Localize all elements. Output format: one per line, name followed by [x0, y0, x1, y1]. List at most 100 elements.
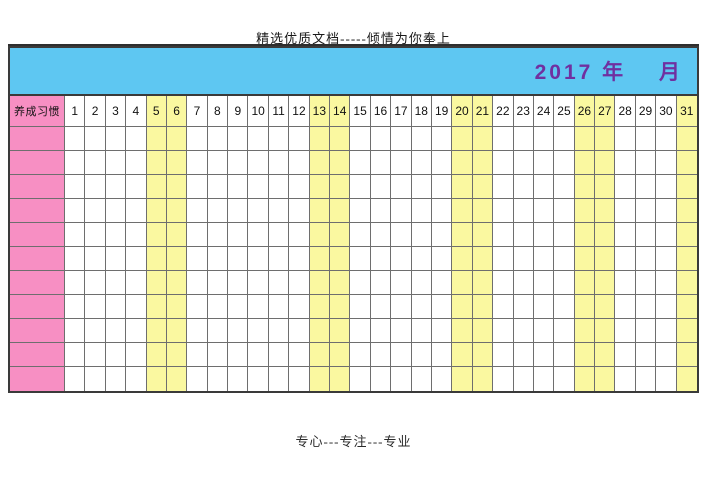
habit-cell[interactable] — [411, 127, 432, 151]
habit-cell[interactable] — [248, 127, 269, 151]
habit-cell[interactable] — [615, 247, 636, 271]
habit-cell[interactable] — [676, 175, 697, 199]
habit-cell[interactable] — [187, 175, 208, 199]
habit-cell[interactable] — [228, 343, 249, 367]
habit-cell[interactable] — [452, 295, 473, 319]
habit-cell[interactable] — [574, 175, 596, 199]
habit-cell[interactable] — [166, 343, 188, 367]
habit-cell[interactable] — [370, 271, 392, 295]
habit-cell[interactable] — [105, 295, 127, 319]
habit-cell[interactable] — [85, 319, 106, 343]
habit-cell[interactable] — [105, 319, 127, 343]
habit-cell[interactable] — [268, 127, 290, 151]
habit-cell[interactable] — [309, 319, 331, 343]
habit-cell[interactable] — [391, 127, 412, 151]
habit-cell[interactable] — [207, 223, 229, 247]
habit-cell[interactable] — [330, 271, 351, 295]
habit-cell[interactable] — [635, 319, 657, 343]
habit-cell[interactable] — [105, 271, 127, 295]
habit-cell[interactable] — [595, 223, 616, 247]
habit-cell[interactable] — [309, 151, 331, 175]
habit-cell[interactable] — [391, 367, 412, 391]
habit-cell[interactable] — [309, 175, 331, 199]
habit-cell[interactable] — [513, 247, 534, 271]
habit-cell[interactable] — [472, 127, 494, 151]
habit-cell[interactable] — [615, 367, 636, 391]
habit-cell[interactable] — [513, 151, 534, 175]
habit-cell[interactable] — [187, 343, 208, 367]
habit-cell[interactable] — [431, 247, 453, 271]
habit-cell[interactable] — [207, 271, 229, 295]
habit-cell[interactable] — [350, 367, 371, 391]
habit-cell[interactable] — [533, 175, 555, 199]
habit-cell[interactable] — [228, 247, 249, 271]
habit-cell[interactable] — [228, 127, 249, 151]
habit-cell[interactable] — [452, 343, 473, 367]
habit-cell[interactable] — [574, 151, 596, 175]
habit-cell[interactable] — [595, 175, 616, 199]
habit-cell[interactable] — [166, 271, 188, 295]
habit-cell[interactable] — [370, 367, 392, 391]
habit-cell[interactable] — [309, 247, 331, 271]
habit-cell[interactable] — [65, 223, 86, 247]
habit-cell[interactable] — [370, 319, 392, 343]
habit-cell[interactable] — [472, 367, 494, 391]
habit-cell[interactable] — [350, 319, 371, 343]
habit-cell[interactable] — [452, 175, 473, 199]
habit-cell[interactable] — [554, 367, 575, 391]
habit-cell[interactable] — [126, 199, 147, 223]
habit-cell[interactable] — [309, 343, 331, 367]
habit-cell[interactable] — [676, 295, 697, 319]
habit-cell[interactable] — [350, 127, 371, 151]
habit-cell[interactable] — [513, 271, 534, 295]
habit-cell[interactable] — [228, 151, 249, 175]
habit-cell[interactable] — [656, 295, 677, 319]
habit-cell[interactable] — [411, 223, 432, 247]
habit-cell[interactable] — [187, 151, 208, 175]
habit-cell[interactable] — [85, 343, 106, 367]
habit-cell[interactable] — [513, 223, 534, 247]
habit-cell[interactable] — [472, 295, 494, 319]
habit-cell[interactable] — [533, 271, 555, 295]
habit-cell[interactable] — [554, 271, 575, 295]
habit-cell[interactable] — [187, 247, 208, 271]
habit-cell[interactable] — [533, 367, 555, 391]
habit-cell[interactable] — [330, 367, 351, 391]
habit-cell[interactable] — [554, 151, 575, 175]
habit-name-cell[interactable] — [10, 199, 65, 223]
habit-cell[interactable] — [309, 271, 331, 295]
habit-cell[interactable] — [146, 319, 167, 343]
habit-cell[interactable] — [309, 223, 331, 247]
habit-cell[interactable] — [615, 151, 636, 175]
habit-cell[interactable] — [65, 271, 86, 295]
habit-cell[interactable] — [533, 295, 555, 319]
habit-cell[interactable] — [289, 367, 310, 391]
habit-cell[interactable] — [615, 319, 636, 343]
habit-cell[interactable] — [289, 151, 310, 175]
habit-cell[interactable] — [268, 199, 290, 223]
habit-cell[interactable] — [554, 175, 575, 199]
habit-cell[interactable] — [207, 175, 229, 199]
habit-cell[interactable] — [513, 127, 534, 151]
habit-cell[interactable] — [676, 367, 697, 391]
habit-cell[interactable] — [391, 271, 412, 295]
habit-cell[interactable] — [676, 319, 697, 343]
habit-cell[interactable] — [493, 367, 514, 391]
habit-cell[interactable] — [228, 199, 249, 223]
habit-cell[interactable] — [411, 343, 432, 367]
habit-cell[interactable] — [350, 175, 371, 199]
habit-cell[interactable] — [635, 247, 657, 271]
habit-cell[interactable] — [166, 151, 188, 175]
habit-cell[interactable] — [370, 127, 392, 151]
habit-cell[interactable] — [554, 199, 575, 223]
habit-name-cell[interactable] — [10, 271, 65, 295]
habit-cell[interactable] — [452, 223, 473, 247]
habit-cell[interactable] — [676, 199, 697, 223]
habit-cell[interactable] — [228, 223, 249, 247]
habit-cell[interactable] — [166, 247, 188, 271]
habit-cell[interactable] — [533, 127, 555, 151]
habit-cell[interactable] — [207, 343, 229, 367]
habit-cell[interactable] — [635, 271, 657, 295]
habit-cell[interactable] — [289, 175, 310, 199]
habit-cell[interactable] — [85, 199, 106, 223]
